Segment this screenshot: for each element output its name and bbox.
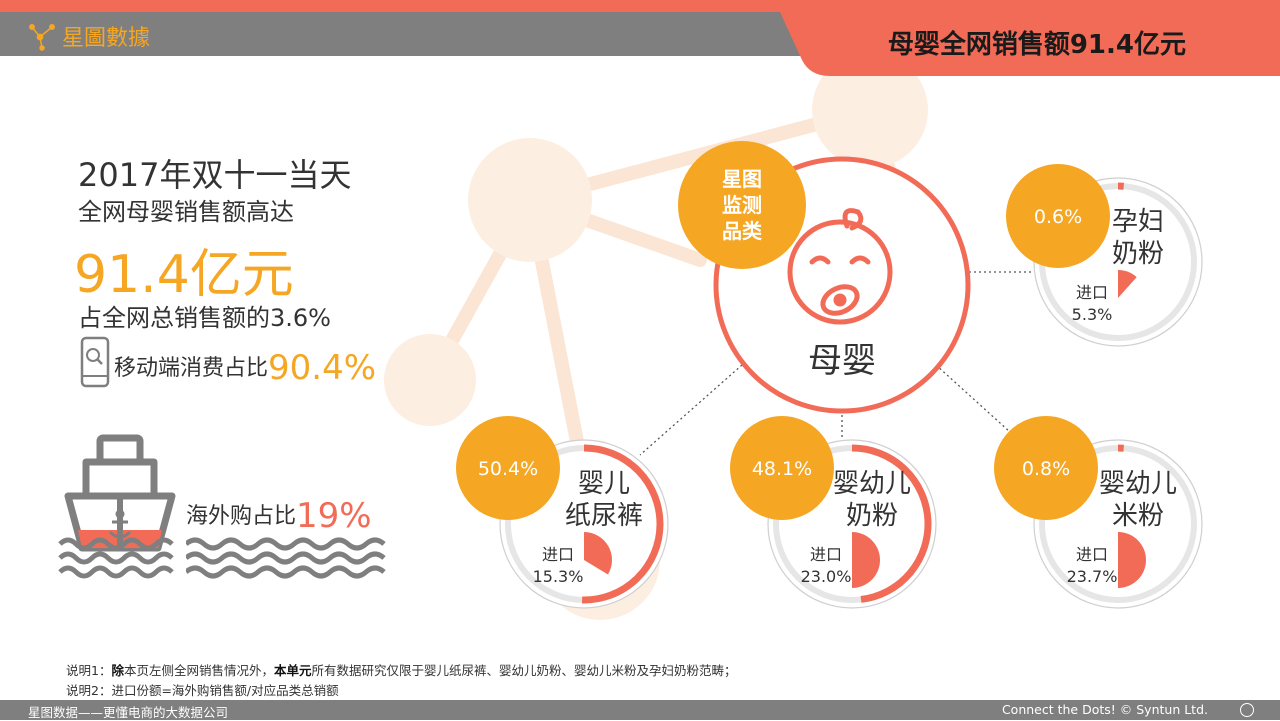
import-label: 进口 (1076, 283, 1108, 302)
footer-circle-icon (1240, 703, 1254, 717)
category-name-line: 纸尿裤 (565, 501, 643, 531)
badge-line-2: 监测 (722, 193, 762, 217)
import-label: 进口 (1076, 545, 1108, 564)
category-name-line: 婴幼儿 (833, 469, 911, 499)
note-2: 说明2：进口份额=海外购销售额/对应品类总销额 (66, 680, 339, 699)
category-name-line: 奶粉 (1112, 239, 1164, 269)
footer-tagline: 星图数据——更懂电商的大数据公司 (28, 702, 228, 721)
footer-copyright: Connect the Dots! © Syntun Ltd. (1002, 702, 1208, 717)
category-name-line: 婴儿 (578, 469, 630, 499)
badge-line-1: 星图 (722, 167, 762, 191)
share-label: 0.8% (1022, 458, 1070, 480)
import-label: 进口 (810, 545, 842, 564)
category-name-line: 孕妇 (1112, 207, 1164, 237)
footer-bar: 星图数据——更懂电商的大数据公司 Connect the Dots! © Syn… (0, 700, 1280, 720)
category-name-line: 奶粉 (846, 501, 898, 531)
import-share-label: 5.3% (1072, 305, 1113, 324)
badge-line-3: 品类 (722, 219, 762, 243)
import-label: 进口 (542, 545, 574, 564)
import-share-label: 15.3% (533, 567, 584, 586)
note-1-bold-1: 除 (111, 663, 124, 678)
note-1-text-1: 本页左侧全网销售情况外， (124, 663, 274, 678)
note-1: 说明1：除本页左侧全网销售情况外，本单元所有数据研究仅限于婴儿纸尿裤、婴幼儿奶粉… (66, 660, 737, 679)
category-name-line: 婴幼儿 (1099, 469, 1177, 499)
note-1-prefix: 说明1： (66, 663, 111, 678)
note-1-bold-2: 本单元 (274, 663, 312, 678)
center-category-name: 母婴 (808, 341, 876, 381)
import-share-label: 23.7% (1067, 567, 1118, 586)
import-share-label: 23.0% (801, 567, 852, 586)
category-name-line: 米粉 (1112, 501, 1164, 531)
share-label: 48.1% (752, 458, 812, 480)
share-label: 0.6% (1034, 206, 1082, 228)
share-label: 50.4% (478, 458, 538, 480)
note-1-text-2: 所有数据研究仅限于婴儿纸尿裤、婴幼儿奶粉、婴幼儿米粉及孕妇奶粉范畴； (312, 663, 737, 678)
